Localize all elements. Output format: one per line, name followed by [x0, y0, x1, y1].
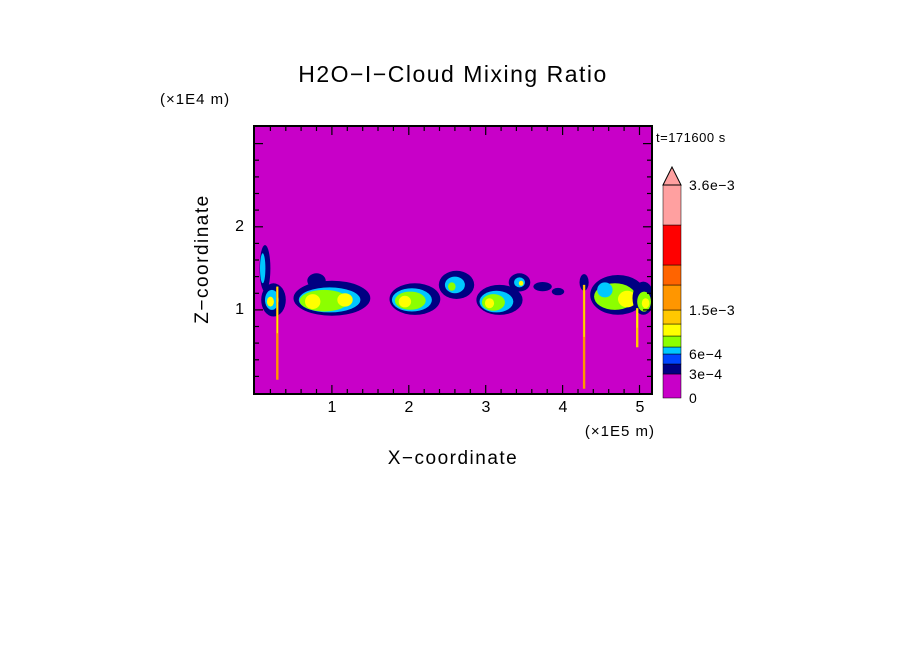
- plot-area: [253, 125, 653, 395]
- chart-title: H2O−I−Cloud Mixing Ratio: [298, 61, 608, 87]
- x-tick-label: 5: [635, 399, 645, 416]
- cloud-blob: [533, 282, 552, 292]
- x-tick-label: 4: [558, 399, 568, 416]
- cloud-blob: [518, 280, 524, 286]
- cloud-blob: [551, 287, 565, 296]
- time-annotation: t=171600 s: [656, 130, 726, 145]
- cloud-blob: [266, 296, 274, 307]
- y-tick-label: 2: [235, 218, 244, 235]
- y-axis-unit-label: (×1E4 m): [160, 91, 231, 108]
- colorbar-segment: [662, 284, 682, 311]
- colorbar-segment: [662, 224, 682, 266]
- cloud-blob: [484, 298, 495, 309]
- x-axis-unit-label: (×1E5 m): [584, 423, 655, 440]
- colorbar-segment: [662, 335, 682, 348]
- colorbar-segment: [662, 353, 682, 365]
- cloud-blob: [307, 273, 326, 289]
- y-tick-label: 1: [235, 301, 244, 318]
- colorbar-segment: [662, 323, 682, 337]
- cloud-blob: [260, 253, 266, 284]
- cloud-blob: [579, 274, 589, 291]
- x-axis-title: X−coordinate: [387, 448, 519, 469]
- cloud-blob: [337, 293, 353, 307]
- cloud-blob: [618, 290, 637, 308]
- colorbar-tick-label: 1.5e−3: [689, 302, 735, 318]
- colorbar-segment: [662, 309, 682, 325]
- x-tick-label: 1: [327, 399, 337, 416]
- cloud-blob: [641, 298, 650, 309]
- axis-ticks: [255, 127, 651, 393]
- colorbar: 3.6e−3 1.5e−3 6e−4 3e−4 0: [662, 165, 735, 405]
- contour-plot: [255, 127, 651, 393]
- x-tick-label: 3: [481, 399, 491, 416]
- colorbar-segment: [662, 346, 682, 355]
- colorbar-overflow-arrow: [662, 165, 682, 186]
- colorbar-segment: [662, 264, 682, 286]
- cloud-blob: [597, 282, 613, 298]
- plot-background: [255, 127, 651, 393]
- cloud-blob: [448, 282, 456, 291]
- colorbar-tick-label: 3e−4: [689, 366, 723, 382]
- y-axis-title: Z−coordinate: [192, 194, 213, 324]
- colorbar-tick-label: 0: [689, 390, 697, 405]
- colorbar-segment: [662, 184, 682, 226]
- colorbar-tick-label: 3.6e−3: [689, 177, 735, 193]
- cloud-blob: [398, 295, 412, 308]
- colorbar-segment: [662, 373, 682, 399]
- cloud-blob: [305, 294, 321, 310]
- x-tick-label: 2: [404, 399, 414, 416]
- colorbar-tick-label: 6e−4: [689, 346, 723, 362]
- colorbar-segment: [662, 363, 682, 375]
